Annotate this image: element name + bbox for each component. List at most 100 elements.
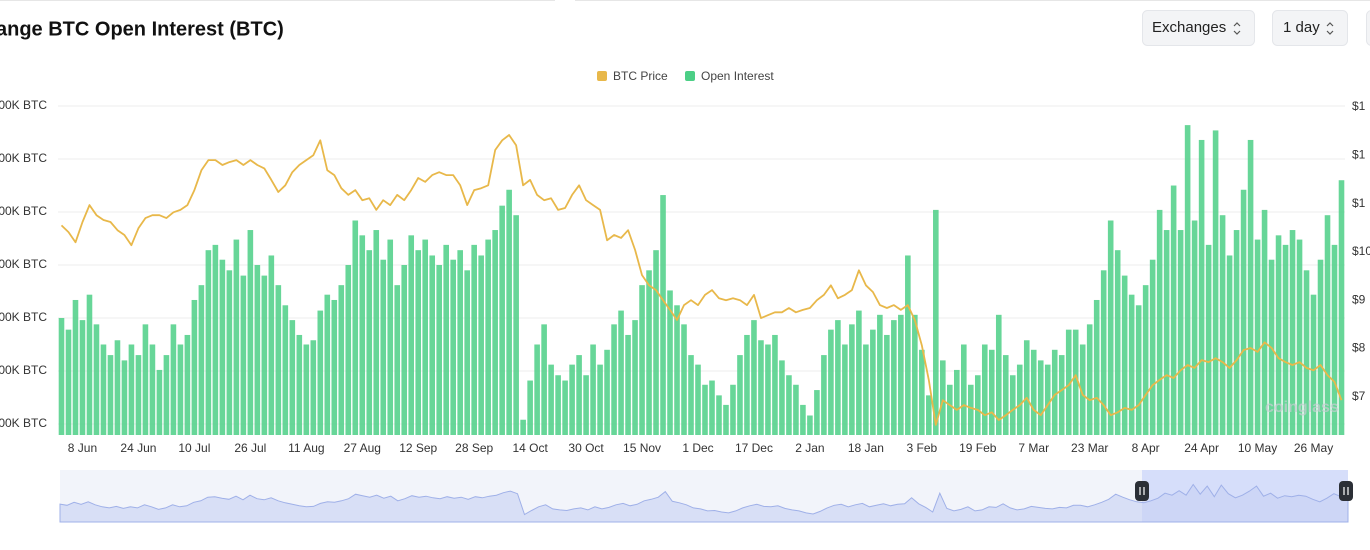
x-tick-label: 10 Jul	[178, 441, 210, 455]
bar	[1114, 250, 1121, 435]
bar	[555, 375, 561, 435]
x-tick-label: 7 Mar	[1018, 441, 1049, 455]
bar	[960, 344, 967, 435]
bar	[800, 404, 806, 435]
bar	[905, 255, 911, 435]
bar	[569, 364, 575, 435]
y-tick-label: 00K BTC	[0, 363, 47, 377]
bar	[268, 255, 275, 435]
bar	[1037, 360, 1044, 435]
bar	[646, 270, 652, 435]
x-tick-label: 30 Oct	[568, 441, 604, 455]
bar	[863, 344, 869, 435]
bar	[359, 235, 366, 435]
bar	[471, 244, 477, 435]
bar	[821, 355, 827, 435]
x-tick-label: 17 Dec	[735, 441, 773, 455]
navigator-area	[59, 483, 1349, 523]
bar	[835, 320, 841, 435]
bar	[128, 344, 135, 435]
bar	[205, 250, 212, 435]
bar	[695, 364, 701, 435]
bar	[520, 419, 526, 435]
bar	[974, 375, 981, 435]
bar	[940, 360, 946, 435]
x-tick-label: 3 Feb	[906, 441, 937, 455]
bar	[331, 299, 338, 435]
bar	[310, 340, 317, 435]
legend-swatch	[685, 71, 695, 81]
bar	[226, 270, 233, 435]
bar	[688, 355, 694, 435]
x-tick-label: 19 Feb	[959, 441, 997, 455]
bar	[653, 250, 659, 435]
handle-grip	[1343, 487, 1349, 495]
bar	[597, 364, 603, 435]
bar	[1177, 230, 1184, 435]
bar	[891, 320, 897, 435]
y-tick-label: 00K BTC	[0, 257, 47, 271]
bar	[583, 375, 589, 435]
bar	[1338, 180, 1345, 435]
bar	[93, 324, 100, 435]
bar	[1170, 185, 1177, 435]
y-tick-label: 00K BTC	[0, 204, 47, 218]
bar	[1331, 244, 1338, 435]
bar	[79, 320, 86, 435]
exchanges-button[interactable]	[1142, 10, 1255, 46]
bar	[779, 360, 785, 435]
bar	[995, 314, 1002, 435]
bar	[814, 390, 820, 435]
bar	[1058, 355, 1065, 435]
partial-button[interactable]	[1366, 10, 1370, 46]
bar	[1240, 189, 1247, 435]
bar	[772, 334, 778, 435]
bar	[1121, 275, 1128, 435]
x-tick-label: 8 Apr	[1132, 441, 1160, 455]
bar	[702, 384, 708, 435]
legend-swatch	[597, 71, 607, 81]
interval-button[interactable]	[1272, 10, 1348, 46]
bar	[1198, 139, 1205, 435]
bar	[1093, 299, 1100, 435]
bar	[527, 380, 533, 435]
x-tick-label: 24 Apr	[1184, 441, 1219, 455]
price-line	[60, 134, 1343, 426]
bar	[1254, 239, 1261, 435]
bar	[345, 265, 352, 435]
bar	[415, 250, 422, 435]
chart-title: ange BTC Open Interest (BTC)	[0, 18, 284, 40]
bar	[737, 355, 743, 435]
y-tick-label: 00K BTC	[0, 310, 47, 324]
bar	[842, 344, 848, 435]
bar	[1275, 235, 1282, 435]
bar	[1135, 305, 1142, 435]
watermark: coinglass	[1265, 399, 1339, 416]
y2-tick-label: $1	[1352, 99, 1366, 113]
x-tick-label: 15 Nov	[623, 441, 661, 455]
bar	[1282, 244, 1289, 435]
bar	[632, 320, 638, 435]
legend-label: Open Interest	[701, 69, 774, 83]
navigator-handle[interactable]	[1339, 481, 1353, 501]
bar	[1079, 344, 1086, 435]
bar	[660, 195, 666, 435]
navigator-handle[interactable]	[1135, 481, 1149, 501]
y2-tick-label: $1	[1352, 196, 1366, 210]
bar	[324, 294, 331, 435]
bar	[436, 265, 443, 435]
bar	[1044, 364, 1051, 435]
bar	[611, 324, 617, 435]
bar	[765, 344, 771, 435]
bar	[1317, 259, 1324, 435]
bar	[464, 270, 470, 435]
bar	[548, 364, 554, 435]
bar	[1009, 375, 1016, 435]
bar	[240, 275, 247, 435]
bar	[177, 344, 184, 435]
bar	[912, 314, 918, 435]
bar	[723, 404, 729, 435]
bar	[170, 324, 177, 435]
bar	[1212, 130, 1219, 435]
exchanges-label: Exchanges	[1152, 19, 1226, 36]
